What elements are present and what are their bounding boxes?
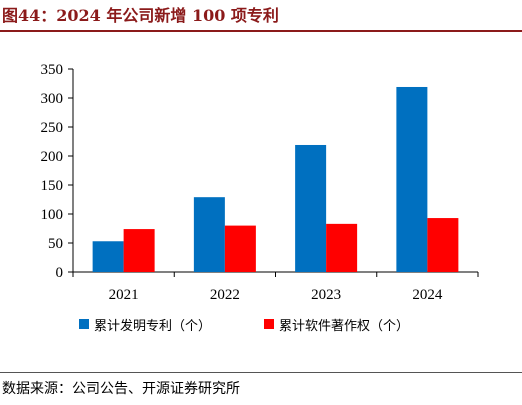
bars: [92, 86, 459, 272]
y-tick-label: 50: [48, 236, 63, 252]
y-tick-label: 200: [41, 149, 64, 165]
x-axis: 2021 2022 2023 2024: [72, 271, 479, 303]
legend-swatch: [264, 319, 274, 329]
title-divider: [0, 30, 522, 32]
bar-software-copyrights-2024: [427, 218, 459, 272]
x-tick-label: 2022: [210, 287, 240, 303]
bar-invention-patents-2023: [295, 144, 327, 272]
legend-label: 累计软件著作权（个）: [279, 318, 409, 334]
y-tick-label: 250: [41, 120, 64, 136]
legend-label: 累计发明专利（个）: [94, 318, 211, 334]
source-divider: [0, 372, 522, 373]
x-tick-label: 2023: [311, 287, 341, 303]
y-tick-label: 100: [41, 207, 64, 223]
bar-chart: 0 50 100 150 200 250 300 350 2021 2022 2023 2024 累…: [41, 62, 479, 334]
y-axis: 0 50 100 150 200 250 300 350: [41, 62, 74, 281]
legend: 累计发明专利（个） 累计软件著作权（个）: [79, 318, 409, 334]
bar-software-copyrights-2023: [326, 223, 358, 272]
bar-invention-patents-2021: [92, 241, 124, 272]
legend-swatch: [79, 319, 89, 329]
y-tick-label: 150: [41, 178, 64, 194]
bar-software-copyrights-2021: [123, 229, 155, 272]
y-tick-label: 350: [41, 62, 64, 78]
bar-invention-patents-2024: [396, 86, 428, 272]
source-note: 数据来源：公司公告、开源证券研究所: [2, 381, 240, 397]
y-tick-label: 300: [41, 91, 64, 107]
x-tick-label: 2024: [412, 287, 443, 303]
bar-software-copyrights-2022: [224, 225, 256, 272]
y-tick-label: 0: [56, 265, 64, 281]
x-tick-label: 2021: [109, 287, 139, 303]
figure-title: 图44：2024 年公司新增 100 项专利: [2, 6, 279, 25]
bar-invention-patents-2022: [193, 197, 225, 272]
